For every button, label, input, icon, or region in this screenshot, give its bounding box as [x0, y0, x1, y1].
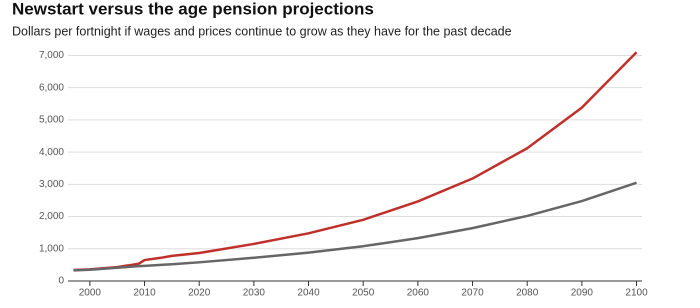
- series-line: [73, 181, 637, 272]
- x-tick-label: 2030: [243, 288, 266, 299]
- x-tick-label: 2050: [352, 288, 375, 299]
- x-tick-label: 2080: [516, 288, 539, 299]
- x-tick-label: 2100: [625, 288, 648, 299]
- y-tick-label: 7,000: [39, 50, 64, 61]
- chart-subtitle: Dollars per fortnight if wages and price…: [12, 24, 512, 38]
- x-tick-label: 2000: [79, 288, 102, 299]
- y-tick-label: 0: [58, 276, 64, 287]
- y-tick-label: 4,000: [39, 147, 64, 158]
- x-tick-label: 2010: [133, 288, 156, 299]
- x-tick-label: 2070: [461, 288, 484, 299]
- x-tick-label: 2020: [188, 288, 211, 299]
- x-tick-label: 2090: [571, 288, 594, 299]
- x-tick-label: 2040: [297, 288, 320, 299]
- y-tick-label: 2,000: [39, 211, 64, 222]
- y-tick-label: 1,000: [39, 243, 64, 254]
- y-tick-label: 5,000: [39, 115, 64, 126]
- series-line: [73, 51, 638, 272]
- y-tick-label: 6,000: [39, 82, 64, 93]
- chart-title: Newstart versus the age pension projecti…: [12, 0, 374, 18]
- x-tick-label: 2060: [407, 288, 430, 299]
- y-tick-label: 3,000: [39, 179, 64, 190]
